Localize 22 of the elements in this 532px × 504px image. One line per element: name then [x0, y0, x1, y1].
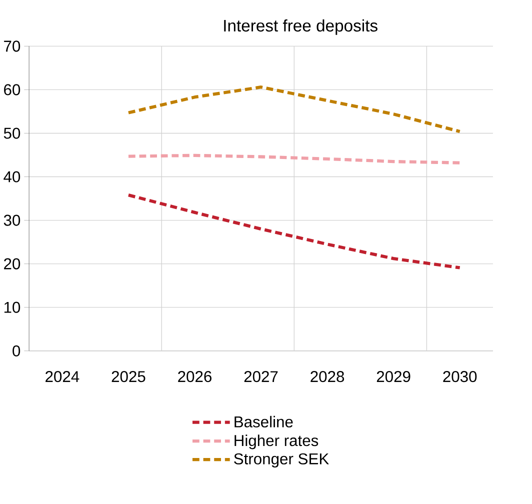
line-series: [126, 154, 462, 164]
x-tick-label: 2030: [443, 370, 477, 382]
y-tick-label: 60: [4, 84, 20, 96]
y-tick-label: 40: [4, 171, 20, 182]
line-series: [126, 193, 462, 270]
legend-label: Higher rates: [234, 434, 318, 450]
x-tick-label: 2027: [244, 370, 278, 382]
y-tick-label: 10: [4, 302, 20, 313]
y-tick-label: 0: [12, 345, 20, 356]
x-tick-label: 2029: [376, 370, 410, 382]
y-tick-label: 20: [4, 258, 20, 270]
y-tick-label: 70: [4, 40, 20, 52]
x-tick-label: 2028: [310, 370, 344, 382]
legend-label: Baseline: [234, 416, 293, 428]
y-tick-label: 30: [4, 214, 20, 226]
chart-title: Interest free deposits: [224, 19, 378, 35]
y-tick-label: 50: [4, 128, 20, 139]
legend-label: Stronger SEK: [234, 453, 329, 468]
line-series: [126, 85, 462, 133]
x-tick-label: 2024: [46, 370, 80, 382]
x-tick-label: 2026: [178, 370, 212, 382]
x-tick-label: 2025: [112, 370, 146, 382]
